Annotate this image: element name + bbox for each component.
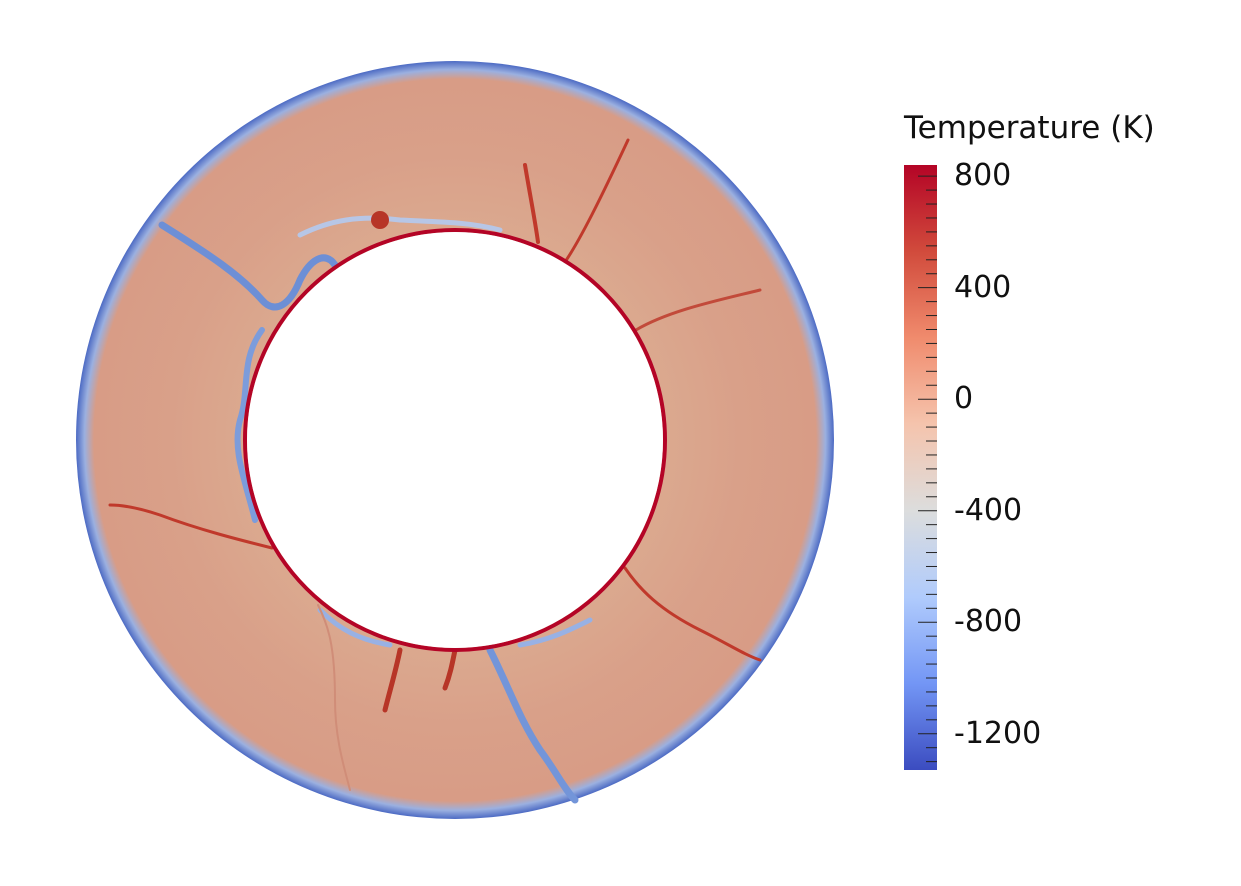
hot-upwelling xyxy=(563,138,630,264)
cold-downwelling xyxy=(158,221,339,311)
hot-upwelling xyxy=(623,566,762,662)
colorbar-tick-label: 400 xyxy=(954,269,1012,305)
cold-downwelling xyxy=(297,215,503,238)
colorbar-tick-label: -400 xyxy=(954,492,1023,528)
colorbar-gradient xyxy=(904,165,937,770)
plume-head xyxy=(371,211,389,229)
hot-upwelling xyxy=(523,163,540,244)
hot-upwelling xyxy=(108,503,274,550)
cold-downwelling xyxy=(517,617,593,648)
colorbar-tick-label: -1200 xyxy=(954,715,1042,751)
hot-upwelling xyxy=(442,647,458,691)
colorbar-tick-label: 800 xyxy=(954,158,1012,194)
colorbar-tick-label: 0 xyxy=(954,381,974,417)
colorbar-tick-label: -800 xyxy=(954,604,1023,640)
hot-upwelling xyxy=(382,647,403,713)
core-boundary-ring xyxy=(243,228,667,652)
hot-upwelling xyxy=(317,604,351,791)
cold-downwelling xyxy=(486,646,579,804)
core-hole xyxy=(247,232,663,648)
colorbar xyxy=(904,165,937,770)
cold-downwelling xyxy=(234,327,265,523)
plume-structures xyxy=(108,138,762,804)
legend-title: Temperature (K) xyxy=(904,110,1155,146)
hot-upwelling xyxy=(634,288,762,332)
cold-downwelling xyxy=(317,607,393,648)
